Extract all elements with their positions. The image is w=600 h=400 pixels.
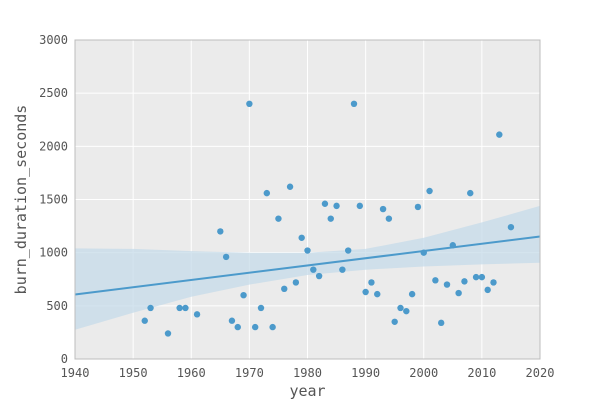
- y-tick-label: 3000: [39, 33, 68, 47]
- data-point: [182, 304, 189, 312]
- data-point: [217, 228, 224, 235]
- data-point: [374, 290, 381, 298]
- data-point: [385, 215, 393, 222]
- data-point: [391, 318, 398, 325]
- x-tick-labels: 1940 1950 1960 1970 1980 1990 2000 2010 2020: [61, 366, 555, 380]
- data-point: [379, 205, 387, 213]
- data-point: [315, 272, 323, 280]
- x-tick-label: 2010: [467, 366, 496, 380]
- data-point: [257, 304, 265, 312]
- data-point: [496, 131, 503, 138]
- data-point: [461, 278, 468, 285]
- data-point: [228, 317, 236, 324]
- data-point: [449, 242, 457, 249]
- data-point: [304, 247, 311, 254]
- data-points: [141, 100, 515, 337]
- data-point: [437, 319, 445, 327]
- data-point: [397, 304, 404, 312]
- confidence-band: [75, 205, 540, 330]
- data-point: [350, 100, 358, 108]
- data-point: [507, 223, 515, 231]
- y-tick-label: 0: [61, 352, 68, 366]
- y-tick-label: 1000: [39, 246, 68, 260]
- data-point: [333, 202, 340, 210]
- data-point: [472, 273, 480, 281]
- data-point: [164, 330, 172, 337]
- x-axis-label: year: [289, 382, 325, 400]
- data-point: [420, 249, 427, 256]
- data-point: [141, 317, 148, 324]
- data-point: [414, 203, 422, 211]
- x-tick-label: 1970: [235, 366, 264, 380]
- data-point: [176, 304, 183, 312]
- data-point: [321, 200, 329, 207]
- data-point: [269, 323, 276, 331]
- data-point: [275, 215, 282, 222]
- x-tick-label: 1940: [61, 366, 90, 380]
- y-tick-label: 500: [46, 299, 68, 313]
- data-point: [432, 277, 439, 284]
- data-point: [147, 304, 154, 312]
- data-point: [344, 247, 352, 254]
- data-point: [339, 266, 346, 273]
- x-tick-label: 1950: [119, 366, 148, 380]
- data-point: [234, 323, 241, 331]
- data-point: [490, 279, 497, 286]
- data-point: [298, 234, 305, 241]
- data-point: [368, 279, 375, 286]
- x-tick-label: 1990: [351, 366, 380, 380]
- data-point: [403, 307, 410, 315]
- regression-line: [74, 235, 541, 296]
- data-point: [222, 253, 230, 261]
- plot-frame: [74, 39, 541, 360]
- data-point: [193, 311, 201, 318]
- data-point: [327, 215, 334, 222]
- data-point: [286, 183, 294, 190]
- data-point: [246, 100, 253, 108]
- data-point: [292, 279, 300, 286]
- data-point: [478, 273, 486, 281]
- y-tick-labels: 0 500 1000 1500 2000 2500 3000: [39, 33, 68, 366]
- y-axis-label: burn_duration_seconds: [12, 105, 30, 295]
- y-tick-label: 2500: [39, 86, 68, 100]
- data-point: [281, 285, 288, 293]
- data-point: [455, 289, 462, 297]
- x-tick-label: 1960: [177, 366, 206, 380]
- data-point: [251, 323, 259, 331]
- data-point: [467, 189, 474, 197]
- data-point: [240, 292, 247, 299]
- data-point: [362, 288, 369, 296]
- x-tick-label: 1980: [293, 366, 322, 380]
- data-point: [310, 266, 317, 273]
- data-point: [408, 290, 416, 298]
- x-tick-label: 2020: [526, 366, 555, 380]
- data-point: [263, 189, 271, 197]
- data-point: [426, 187, 433, 195]
- data-point: [356, 202, 364, 210]
- y-tick-label: 1500: [39, 193, 68, 207]
- data-point: [443, 281, 451, 288]
- x-tick-label: 2000: [409, 366, 438, 380]
- data-point: [484, 286, 491, 294]
- y-tick-label: 2000: [39, 139, 68, 153]
